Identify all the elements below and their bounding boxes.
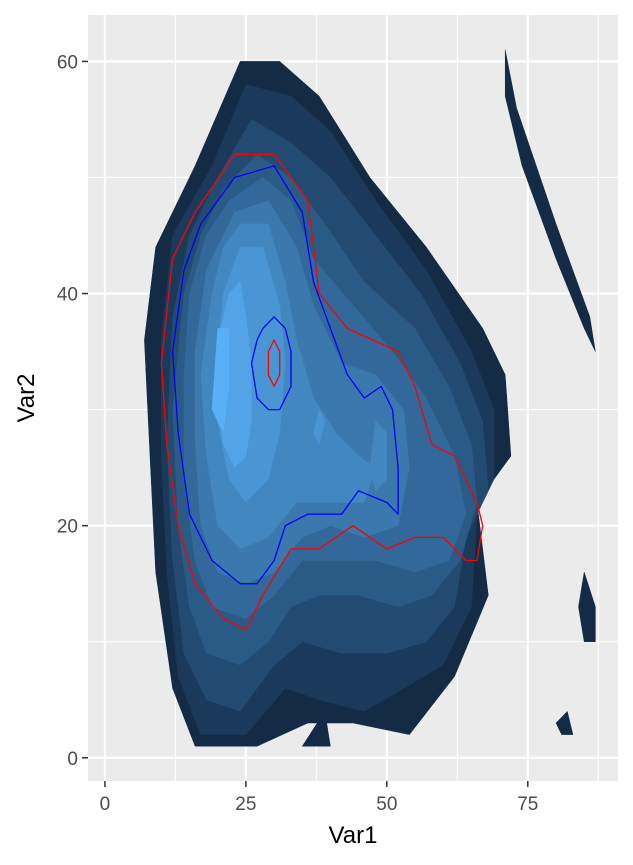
x-tick-label: 0 bbox=[100, 794, 111, 815]
x-tick-label: 25 bbox=[235, 794, 256, 815]
y-axis-title: Var2 bbox=[13, 374, 40, 423]
contour-band-level-1 bbox=[504, 49, 596, 352]
x-tick-label: 75 bbox=[517, 794, 538, 815]
contour-lines bbox=[160, 153, 484, 631]
axes: 0 25 50 75 0 20 40 60 bbox=[57, 52, 538, 815]
contour-band-level-1 bbox=[302, 711, 331, 747]
y-tick-label: 60 bbox=[57, 52, 78, 73]
y-tick-label: 40 bbox=[57, 285, 78, 306]
contour-line-2 bbox=[171, 165, 399, 585]
contour-band-level-1 bbox=[578, 571, 596, 642]
contour-line-4 bbox=[267, 339, 281, 388]
x-axis-title: Var1 bbox=[329, 822, 378, 849]
contour-band-level-10 bbox=[211, 328, 230, 434]
contour-band-level-8 bbox=[313, 409, 326, 445]
contour-line-3 bbox=[250, 316, 292, 411]
contour-band-level-1 bbox=[555, 711, 574, 735]
y-tick-label: 0 bbox=[67, 749, 78, 770]
contour-band-level-7 bbox=[369, 420, 388, 492]
y-tick-label: 20 bbox=[57, 517, 78, 538]
contour-line-1 bbox=[160, 153, 484, 631]
x-tick-label: 50 bbox=[376, 794, 397, 815]
contour-fills bbox=[144, 49, 596, 747]
